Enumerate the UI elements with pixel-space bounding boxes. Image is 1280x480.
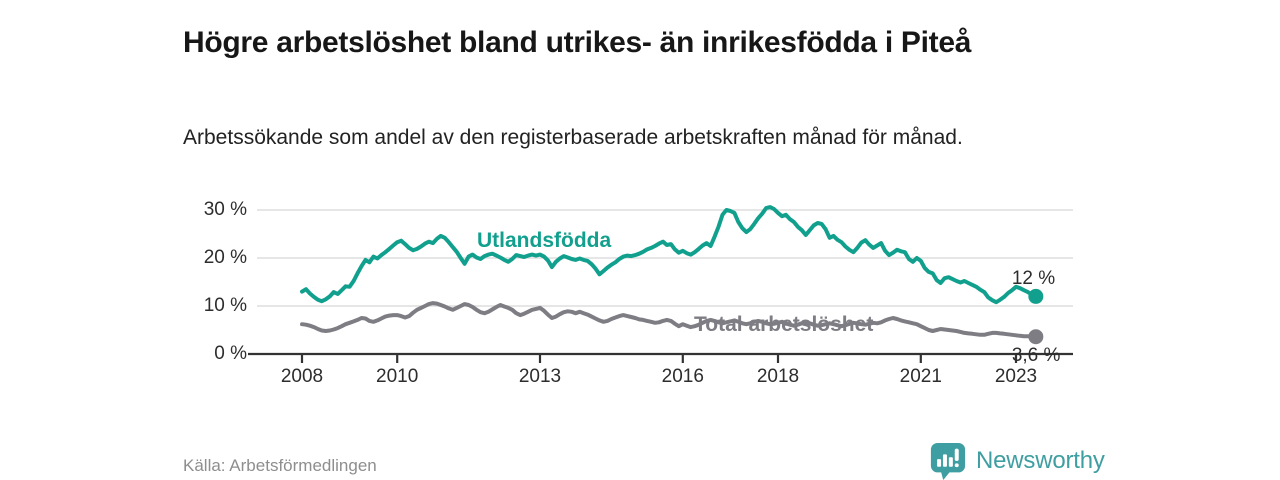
newsworthy-wordmark: Newsworthy (976, 447, 1105, 474)
page-subtitle: Arbetssökande som andel av den registerb… (183, 126, 963, 149)
series-label-utlandsfodda: Utlandsfödda (477, 229, 612, 252)
newsworthy-logo-icon (930, 442, 966, 480)
series-line-total (300, 301, 1038, 339)
end-value-label-utlandsfodda: 12 % (1011, 268, 1056, 290)
y-axis-label-0: 0 % (214, 343, 247, 364)
x-axis-label-2008: 2008 (280, 366, 324, 387)
x-axis-label-2016: 2016 (661, 366, 704, 387)
y-axis-label-30: 30 % (203, 199, 247, 220)
end-value-label-total: 3,6 % (1011, 344, 1061, 366)
series-line-utlandsfodda (300, 205, 1038, 305)
x-axis-label-2021: 2021 (899, 366, 942, 387)
newsworthy-brand: Newsworthy (929, 442, 1105, 480)
x-axis-label-2013: 2013 (518, 366, 562, 387)
source-note: Källa: Arbetsförmedlingen (183, 456, 377, 475)
x-axis-label-2018: 2018 (756, 366, 800, 387)
y-axis-label-10: 10 % (203, 295, 247, 316)
x-axis-label-2023: 2023 (994, 366, 1038, 387)
y-axis-label-20: 20 % (203, 247, 247, 268)
page-title: Högre arbetslöshet bland utrikes- än inr… (183, 26, 972, 60)
x-axis-label-2010: 2010 (376, 366, 419, 387)
series-label-total: Total arbetslöshet (694, 313, 874, 336)
series-end-dot-total (1028, 329, 1044, 345)
series-end-dot-utlandsfodda (1028, 288, 1044, 304)
